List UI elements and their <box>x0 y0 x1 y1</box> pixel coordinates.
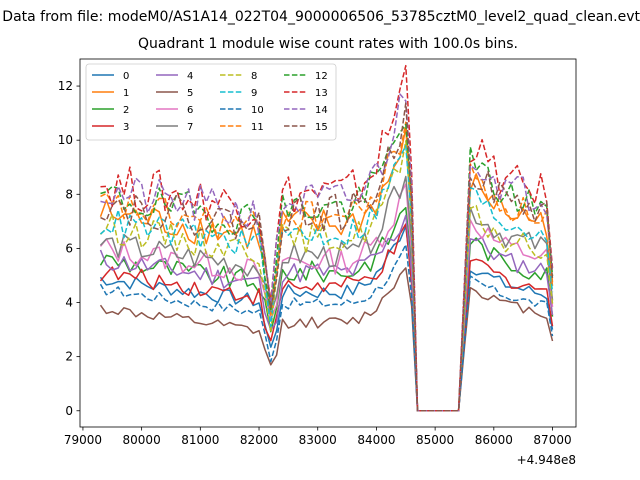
legend-entry: 1 <box>92 88 129 99</box>
legend-label: 5 <box>187 88 193 99</box>
x-tick: 82000 <box>240 427 278 447</box>
series-line-0 <box>99 225 554 412</box>
y-tick-label: 10 <box>58 133 73 147</box>
x-tick: 87000 <box>533 427 572 447</box>
y-tick: 6 <box>65 241 80 255</box>
series-line-4 <box>99 214 554 412</box>
legend-entry: 12 <box>284 71 328 82</box>
series-line-15 <box>100 102 554 412</box>
legend-entry: 2 <box>92 105 129 116</box>
y-tick: 10 <box>58 133 80 147</box>
x-tick-label: 82000 <box>240 433 278 447</box>
legend-label: 10 <box>251 105 264 116</box>
x-tick-label: 83000 <box>299 433 337 447</box>
legend-label: 6 <box>187 105 193 116</box>
y-axis: 0 2 4 6 8 10 12 <box>58 79 80 418</box>
legend-label: 4 <box>187 71 193 82</box>
y-tick: 8 <box>65 187 80 201</box>
y-tick-label: 4 <box>65 296 73 310</box>
series-line-11 <box>100 121 554 412</box>
series-line-14 <box>100 93 554 412</box>
legend-entry: 8 <box>220 71 257 82</box>
legend-entry: 11 <box>220 122 264 133</box>
legend-entry: 15 <box>284 122 328 133</box>
legend-label: 11 <box>251 122 264 133</box>
legend-entry: 14 <box>284 105 328 116</box>
legend-label: 3 <box>123 122 129 133</box>
x-axis: 79000 80000 81000 82000 83000 84000 85000 86000… <box>64 427 572 447</box>
series-line-9 <box>100 145 554 412</box>
legend-entry: 3 <box>92 122 129 133</box>
y-tick-label: 6 <box>65 241 73 255</box>
legend-entry: 9 <box>220 88 257 99</box>
legend-entry: 0 <box>92 71 129 82</box>
legend-label: 1 <box>123 88 129 99</box>
x-tick: 84000 <box>357 427 396 447</box>
legend-label: 7 <box>187 122 193 133</box>
legend-label: 8 <box>251 71 257 82</box>
x-tick: 81000 <box>181 427 219 447</box>
legend-label: 12 <box>315 71 328 82</box>
plot-frame <box>79 58 577 428</box>
series-lines <box>99 64 554 412</box>
series-line-8 <box>99 140 554 412</box>
y-tick-label: 12 <box>58 79 73 93</box>
x-tick: 79000 <box>64 427 102 447</box>
series-line-5 <box>99 267 554 412</box>
y-tick: 4 <box>65 296 80 310</box>
x-offset-label: +4.948e8 <box>517 453 576 467</box>
legend-label: 9 <box>251 88 257 99</box>
y-tick-label: 8 <box>65 187 73 201</box>
legend-label: 15 <box>315 122 328 133</box>
x-tick: 83000 <box>299 427 337 447</box>
x-tick-label: 81000 <box>181 433 219 447</box>
legend-entry: 10 <box>220 105 264 116</box>
y-tick-label: 2 <box>65 350 73 364</box>
series-line-10 <box>99 243 554 412</box>
y-tick: 12 <box>58 79 80 93</box>
y-tick-label: 0 <box>65 404 73 418</box>
legend-label: 13 <box>315 88 328 99</box>
legend-entry: 6 <box>156 105 193 116</box>
figure-suptitle: Data from file: modeM0/AS1A14_022T04_900… <box>0 9 640 31</box>
legend-box <box>85 63 337 141</box>
legend-label: 0 <box>123 71 129 82</box>
y-tick: 2 <box>65 350 80 364</box>
series-line-3 <box>99 223 554 412</box>
x-tick-label: 79000 <box>64 433 102 447</box>
x-tick: 80000 <box>123 427 161 447</box>
chart-title: Quadrant 1 module wise count rates with … <box>138 36 518 52</box>
x-tick: 86000 <box>475 427 513 447</box>
series-line-7 <box>99 175 554 412</box>
series-line-13 <box>100 64 554 412</box>
x-tick-label: 85000 <box>416 433 454 447</box>
legend-entry: 13 <box>284 88 328 99</box>
x-tick-label: 86000 <box>475 433 513 447</box>
legend-label: 2 <box>123 105 129 116</box>
x-tick-label: 84000 <box>357 433 395 447</box>
y-tick: 0 <box>65 404 80 418</box>
x-tick-label: 80000 <box>123 433 161 447</box>
series-line-2 <box>99 206 554 412</box>
legend-entry: 4 <box>156 71 193 82</box>
figure-suptitle-text: Data from file: modeM0/AS1A14_022T04_900… <box>2 9 640 25</box>
x-tick-label: 87000 <box>533 433 571 447</box>
legend-entry: 5 <box>156 88 193 99</box>
legend-entry: 7 <box>156 122 193 133</box>
x-tick: 85000 <box>416 427 454 447</box>
legend-label: 14 <box>315 105 328 116</box>
